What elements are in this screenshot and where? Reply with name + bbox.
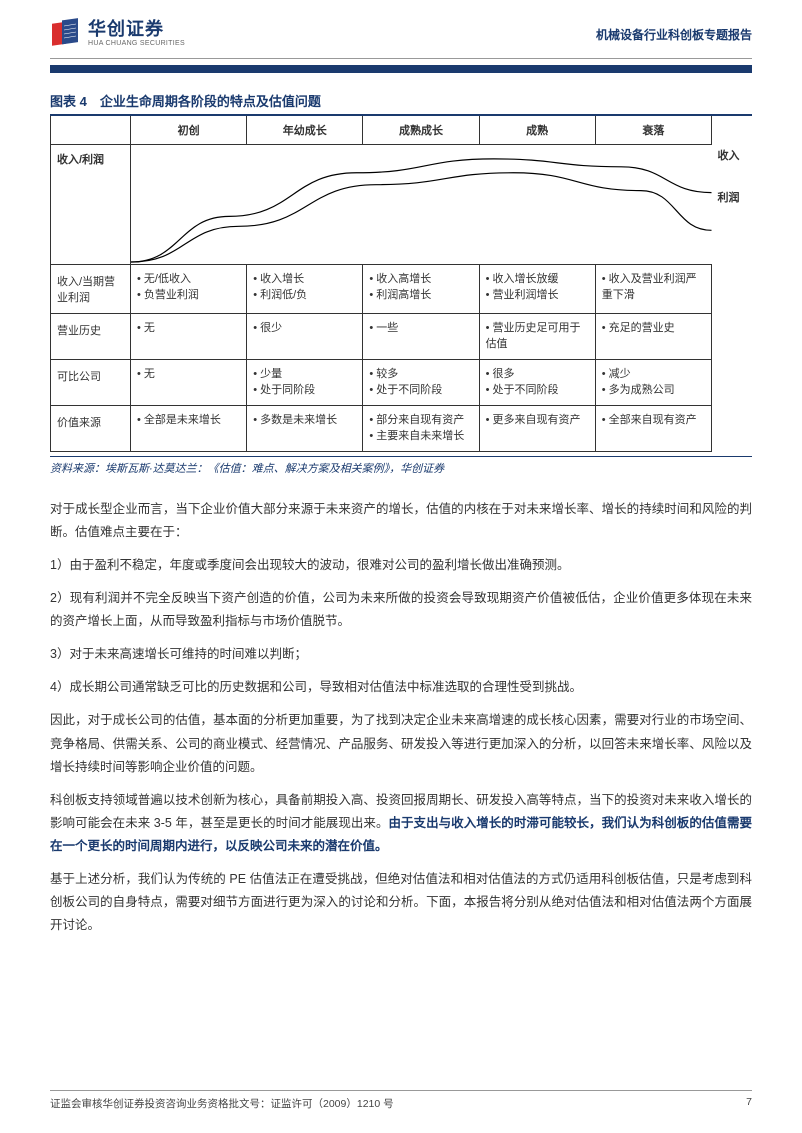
- cell-item: 很多: [486, 366, 589, 383]
- figure-source: 资料来源：埃斯瓦斯·达莫达兰：《估值：难点、解决方案及相关案例》，华创证券: [50, 456, 752, 476]
- cell-item: 部分来自现有资产: [369, 412, 472, 429]
- cell-item: 很少: [253, 320, 356, 337]
- cell-item: 减少: [602, 366, 705, 383]
- stage-header: 年幼成长: [247, 116, 363, 145]
- table-cell: 全部来自现有资产: [595, 405, 711, 451]
- table-cell: 少量处于同阶段: [247, 359, 363, 405]
- table-row: 价值来源全部是未来增长多数是未来增长部分来自现有资产主要来自未来增长更多来自现有…: [51, 405, 752, 451]
- row-label: 价值来源: [51, 405, 131, 451]
- table-cell: 无: [131, 359, 247, 405]
- footer-left: 证监会审核华创证券投资咨询业务资格批文号：证监许可（2009）1210 号: [50, 1096, 394, 1111]
- cell-item: 更多来自现有资产: [486, 412, 589, 429]
- table-cell: 更多来自现有资产: [479, 405, 595, 451]
- cell-item: 处于同阶段: [253, 382, 356, 399]
- curve-row: 收入/利润 收入 利润: [51, 144, 752, 264]
- lifecycle-table: 初创 年幼成长 成熟成长 成熟 衰落 收入/利润 收入 利润 收入/当期营业利润…: [50, 116, 752, 452]
- cell-item: 无: [137, 320, 240, 337]
- cell-item: 主要来自未来增长: [369, 428, 472, 445]
- cell-item: 利润高增长: [369, 287, 472, 304]
- table-cell: 减少多为成熟公司: [595, 359, 711, 405]
- cell-item: 无: [137, 366, 240, 383]
- table-cell: 收入增长放缓营业利润增长: [479, 264, 595, 313]
- figure-title: 图表 4 企业生命周期各阶段的特点及估值问题: [50, 91, 752, 110]
- side-label-profit: 利润: [718, 186, 752, 210]
- stage-header: 初创: [131, 116, 247, 145]
- header-thin-rule: [50, 58, 752, 59]
- table-cell: 一些: [363, 313, 479, 359]
- cell-item: 无/低收入: [137, 271, 240, 288]
- table-cell: 收入及营业利润严重下滑: [595, 264, 711, 313]
- paragraph: 基于上述分析，我们认为传统的 PE 估值法正在遭受挑战，但绝对估值法和相对估值法…: [50, 868, 752, 937]
- table-cell: 较多处于不同阶段: [363, 359, 479, 405]
- cell-item: 多为成熟公司: [602, 382, 705, 399]
- paragraph: 1）由于盈利不稳定，年度或季度间会出现较大的波动，很难对公司的盈利增长做出准确预…: [50, 554, 752, 577]
- cell-item: 收入及营业利润严重下滑: [602, 271, 705, 304]
- cell-item: 处于不同阶段: [369, 382, 472, 399]
- paragraph-mixed: 科创板支持领域普遍以技术创新为核心，具备前期投入高、投资回报周期长、研发投入高等…: [50, 789, 752, 858]
- document-title: 机械设备行业科创板专题报告: [596, 26, 752, 43]
- table-cell: 无: [131, 313, 247, 359]
- cell-item: 收入增长: [253, 271, 356, 288]
- stage-header: 成熟成长: [363, 116, 479, 145]
- cell-item: 营业利润增长: [486, 287, 589, 304]
- stage-header: 衰落: [595, 116, 711, 145]
- cell-item: 多数是未来增长: [253, 412, 356, 429]
- row-label: 收入/当期营业利润: [51, 264, 131, 313]
- cell-item: 全部来自现有资产: [602, 412, 705, 429]
- cell-item: 一些: [369, 320, 472, 337]
- table-row: 营业历史无很少一些营业历史足可用于估值充足的营业史: [51, 313, 752, 359]
- paragraph: 3）对于未来高速增长可维持的时间难以判断；: [50, 643, 752, 666]
- logo-icon: [50, 18, 82, 50]
- cell-item: 全部是未来增长: [137, 412, 240, 429]
- cell-item: 负营业利润: [137, 287, 240, 304]
- page-number: 7: [746, 1096, 752, 1111]
- table-cell: 营业历史足可用于估值: [479, 313, 595, 359]
- side-labels: 收入 利润: [712, 144, 752, 264]
- row-label: 营业历史: [51, 313, 131, 359]
- paragraph: 4）成长期公司通常缺乏可比的历史数据和公司，导致相对估值法中标准选取的合理性受到…: [50, 676, 752, 699]
- cell-item: 收入增长放缓: [486, 271, 589, 288]
- table-cell: 部分来自现有资产主要来自未来增长: [363, 405, 479, 451]
- table-cell: 多数是未来增长: [247, 405, 363, 451]
- lifecycle-curve: [131, 145, 712, 264]
- row-label: 可比公司: [51, 359, 131, 405]
- cell-item: 充足的营业史: [602, 320, 705, 337]
- paragraph: 2）现有利润并不完全反映当下资产创造的价值，公司为未来所做的投资会导致现期资产价…: [50, 587, 752, 633]
- table-row: 收入/当期营业利润无/低收入负营业利润收入增长利润低/负收入高增长利润高增长收入…: [51, 264, 752, 313]
- cell-item: 收入高增长: [369, 271, 472, 288]
- table-cell: 收入增长利润低/负: [247, 264, 363, 313]
- table-cell: 无/低收入负营业利润: [131, 264, 247, 313]
- body-text: 对于成长型企业而言，当下企业价值大部分来源于未来资产的增长，估值的内核在于对未来…: [50, 498, 752, 938]
- logo: 华创证券 HUA CHUANG SECURITIES: [50, 18, 185, 50]
- logo-cn-text: 华创证券: [88, 20, 185, 40]
- side-label-revenue: 收入: [718, 144, 752, 168]
- table-cell: 收入高增长利润高增长: [363, 264, 479, 313]
- table-header-row: 初创 年幼成长 成熟成长 成熟 衰落: [51, 116, 752, 145]
- cell-item: 处于不同阶段: [486, 382, 589, 399]
- table-cell: 很少: [247, 313, 363, 359]
- header-thick-rule: [50, 65, 752, 73]
- cell-item: 营业历史足可用于估值: [486, 320, 589, 353]
- cell-item: 少量: [253, 366, 356, 383]
- page-footer: 证监会审核华创证券投资咨询业务资格批文号：证监许可（2009）1210 号 7: [50, 1090, 752, 1111]
- page-header: 华创证券 HUA CHUANG SECURITIES 机械设备行业科创板专题报告: [0, 0, 802, 58]
- y-axis-label: 收入/利润: [51, 144, 131, 264]
- cell-item: 利润低/负: [253, 287, 356, 304]
- table-row: 可比公司无少量处于同阶段较多处于不同阶段很多处于不同阶段减少多为成熟公司: [51, 359, 752, 405]
- table-cell: 全部是未来增长: [131, 405, 247, 451]
- logo-en-text: HUA CHUANG SECURITIES: [88, 40, 185, 48]
- cell-item: 较多: [369, 366, 472, 383]
- table-cell: 很多处于不同阶段: [479, 359, 595, 405]
- paragraph: 对于成长型企业而言，当下企业价值大部分来源于未来资产的增长，估值的内核在于对未来…: [50, 498, 752, 544]
- stage-header: 成熟: [479, 116, 595, 145]
- paragraph: 因此，对于成长公司的估值，基本面的分析更加重要，为了找到决定企业未来高增速的成长…: [50, 709, 752, 778]
- table-cell: 充足的营业史: [595, 313, 711, 359]
